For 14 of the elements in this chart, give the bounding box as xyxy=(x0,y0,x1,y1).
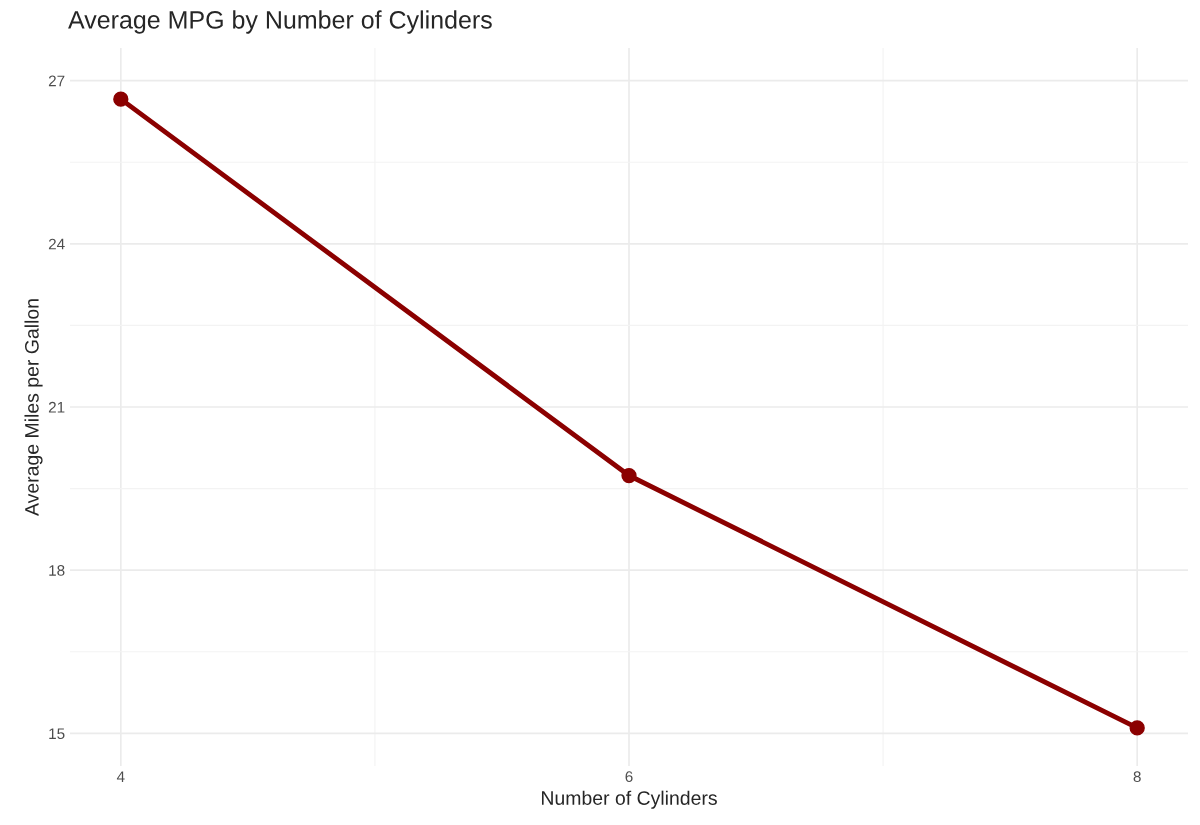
chart-title: Average MPG by Number of Cylinders xyxy=(68,10,492,34)
y-tick-label: 18 xyxy=(49,565,65,576)
x-tick-label: 6 xyxy=(625,771,633,783)
y-axis-title: Average Miles per Gallon xyxy=(24,299,43,516)
point xyxy=(113,91,129,107)
y-tick-label: 15 xyxy=(49,728,65,740)
y-tick-label: 24 xyxy=(48,238,65,250)
x-axis-title: Number of Cylinders xyxy=(541,790,717,809)
y-tick-label: 27 xyxy=(48,75,65,87)
point xyxy=(621,467,637,484)
x-tick-label: 4 xyxy=(116,771,125,782)
point xyxy=(1129,720,1145,736)
y-tick-label: 21 xyxy=(48,401,65,413)
x-tick-label: 8 xyxy=(1133,771,1141,783)
